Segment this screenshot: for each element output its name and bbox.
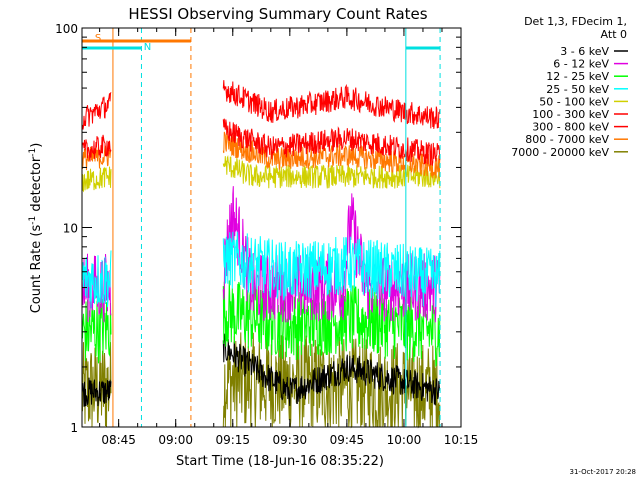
series-segment <box>222 80 441 129</box>
series-line <box>81 280 441 368</box>
data-layer <box>81 80 441 429</box>
x-tick-label: 09:30 <box>273 433 308 447</box>
series-segment <box>222 231 441 308</box>
series-line <box>81 80 441 130</box>
legend-header: Det 1,3, FDecim 1, <box>524 15 627 28</box>
y-tick-label: 1 <box>70 421 78 435</box>
series-line <box>81 333 441 407</box>
timestamp: 31-Oct-2017 20:28 <box>570 468 636 476</box>
x-axis-label: Start Time (18-Jun-16 08:35:22) <box>176 454 384 469</box>
x-tick-label: 08:45 <box>101 433 136 447</box>
x-tick-label: 10:15 <box>444 433 479 447</box>
series-segment <box>81 166 112 193</box>
series-segment <box>81 298 112 364</box>
legend-entry-label: 6 - 12 keV <box>553 58 609 71</box>
legend-entry-label: 100 - 300 keV <box>532 108 609 121</box>
series-segment <box>81 377 112 407</box>
y-tick-label: 100 <box>55 22 78 36</box>
series-segment <box>222 333 441 407</box>
legend-entry-label: 7000 - 20000 keV <box>511 146 609 159</box>
flag-label: N <box>144 42 151 53</box>
legend-entry-label: 300 - 800 keV <box>532 121 609 134</box>
series-line <box>81 231 441 309</box>
x-tick-label: 10:00 <box>387 433 422 447</box>
series-segment <box>81 250 112 309</box>
series-segment <box>222 118 441 167</box>
x-tick-label: 09:15 <box>215 433 250 447</box>
axes-layer: 08:45 09:00 09:15 09:30 09:45 10:00 10:15 1 10 10… <box>55 22 478 447</box>
legend-header: Att 0 <box>601 28 627 41</box>
series-segment <box>81 134 112 162</box>
legend-entry-label: 800 - 7000 keV <box>525 133 609 146</box>
flag-label: S <box>95 33 101 44</box>
overlay-layer: SN <box>82 28 441 427</box>
legend-entry-label: 12 - 25 keV <box>546 70 609 83</box>
series-segment <box>81 92 112 130</box>
legend-entry-label: 3 - 6 keV <box>560 45 609 58</box>
series-line <box>81 118 441 167</box>
x-tick-label: 09:00 <box>158 433 193 447</box>
y-axis-label: Count Rate (s-1 detector-1) <box>28 143 44 314</box>
series-segment <box>222 280 441 368</box>
x-tick-label: 09:45 <box>330 433 365 447</box>
chart-title: HESSI Observing Summary Count Rates <box>128 5 427 23</box>
y-tick-label: 10 <box>63 222 78 236</box>
legend-entry-label: 25 - 50 keV <box>546 83 609 96</box>
legend-entry-label: 50 - 100 keV <box>539 95 609 108</box>
